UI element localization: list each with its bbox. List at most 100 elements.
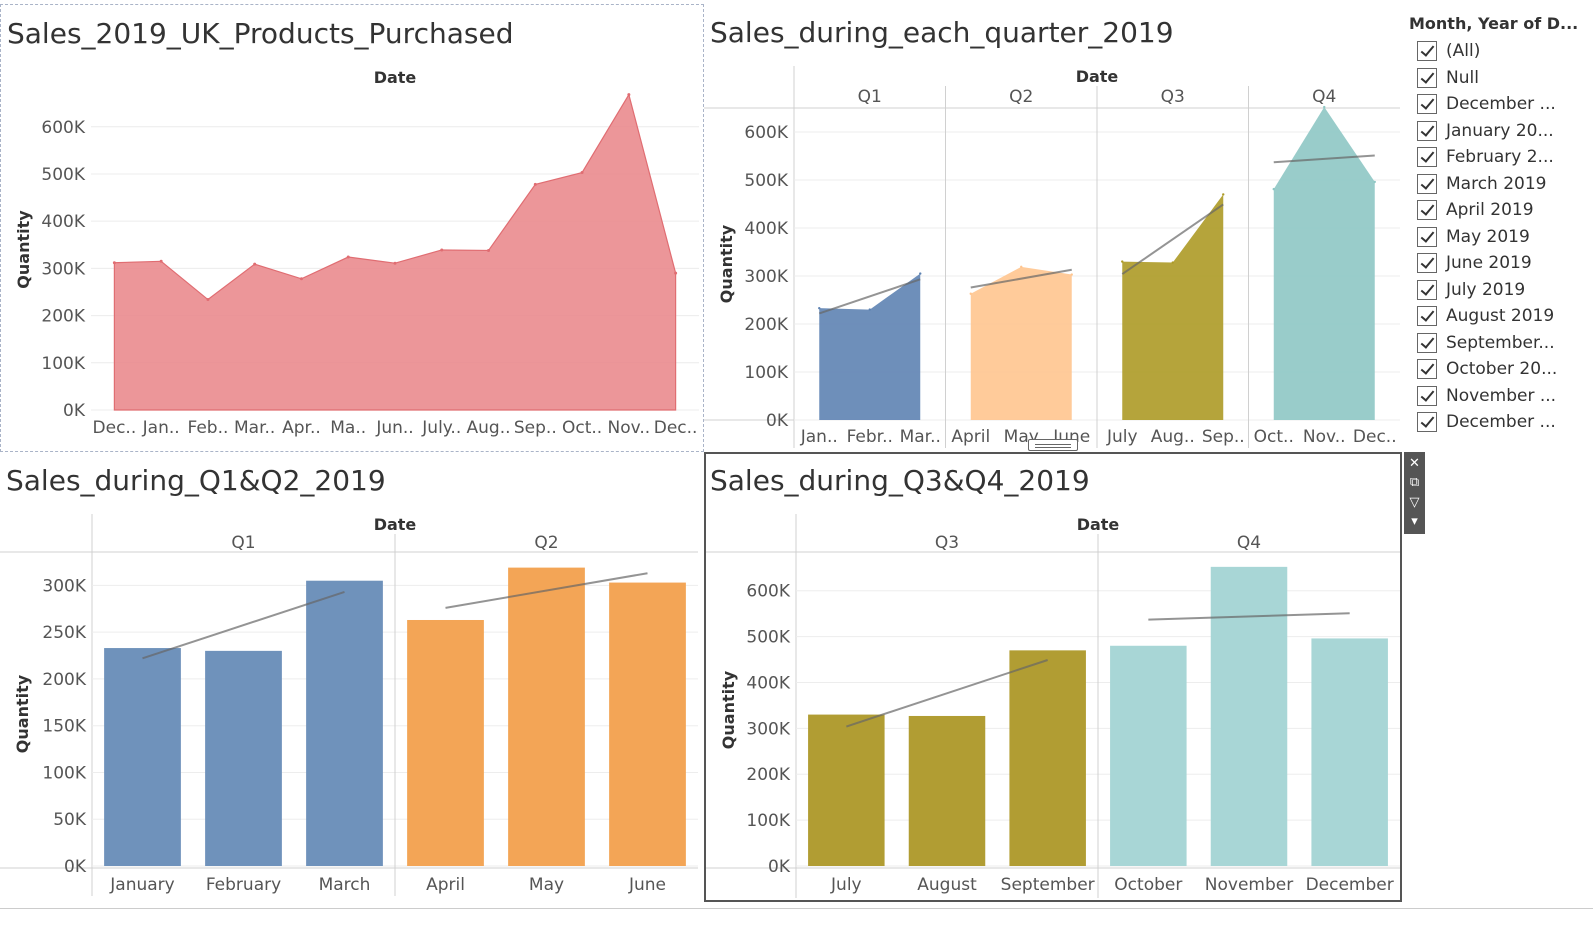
legend-item[interactable]: May 2019 bbox=[1417, 224, 1530, 250]
bar bbox=[808, 714, 885, 866]
legend-item[interactable]: March 2019 bbox=[1417, 171, 1547, 197]
trend-line bbox=[142, 590, 345, 660]
filter-icon[interactable]: ▽ bbox=[1409, 494, 1420, 510]
bar bbox=[104, 648, 181, 866]
legend-item[interactable]: June 2019 bbox=[1417, 250, 1532, 276]
data-point bbox=[533, 182, 537, 186]
checkbox-checked-icon[interactable] bbox=[1417, 226, 1437, 247]
x-tick-label: Jun.. bbox=[375, 418, 413, 438]
panel-title: Sales_2019_UK_Products_Purchased bbox=[7, 17, 514, 50]
bar bbox=[306, 580, 383, 866]
panel-products-purchased[interactable]: Sales_2019_UK_Products_Purchased Date Qua… bbox=[0, 4, 704, 452]
legend-item[interactable]: February 2... bbox=[1417, 144, 1554, 170]
legend-title: Month, Year of D... bbox=[1409, 14, 1579, 33]
area-series bbox=[970, 266, 1072, 420]
popout-icon[interactable]: ⧉ bbox=[1409, 475, 1420, 491]
checkbox-checked-icon[interactable] bbox=[1417, 253, 1437, 273]
checkbox-checked-icon[interactable] bbox=[1417, 385, 1437, 406]
legend-item[interactable]: September... bbox=[1417, 330, 1555, 356]
x-tick-label: February bbox=[206, 875, 281, 895]
checkbox-checked-icon[interactable] bbox=[1417, 41, 1437, 61]
y-tick-label: 200K bbox=[744, 315, 788, 335]
checkbox-checked-icon[interactable] bbox=[1417, 306, 1437, 326]
y-tick-label: 300K bbox=[41, 259, 85, 279]
quarter-header: Q1 bbox=[231, 533, 255, 553]
bar bbox=[205, 650, 282, 866]
area-chart-quarters: Date Quantity 0K 100K 200K 300K 400K 500K 600K Q1… bbox=[704, 66, 1400, 448]
area-series bbox=[113, 93, 677, 411]
x-tick-label: Dec.. bbox=[1353, 427, 1397, 447]
y-tick-label: 100K bbox=[744, 363, 788, 383]
legend-item-label: April 2019 bbox=[1446, 200, 1534, 220]
checkbox-checked-icon[interactable] bbox=[1417, 67, 1437, 88]
close-icon[interactable]: ✕ bbox=[1409, 455, 1420, 471]
quarter-header: Q3 bbox=[935, 533, 959, 553]
x-tick-label: July.. bbox=[421, 418, 461, 438]
panel-each-quarter[interactable]: Sales_during_each_quarter_2019 Date Quant… bbox=[704, 4, 1400, 452]
panel-title: Sales_during_Q3&Q4_2019 bbox=[710, 464, 1090, 497]
checkbox-checked-icon[interactable] bbox=[1417, 359, 1437, 379]
legend-item[interactable]: November ... bbox=[1417, 383, 1556, 409]
x-tick-label: Dec.. bbox=[654, 418, 698, 438]
checkbox-checked-icon[interactable] bbox=[1417, 200, 1437, 220]
panel-toolbar: ✕ ⧉ ▽ ▾ bbox=[1404, 452, 1425, 534]
y-tick-label: 250K bbox=[42, 623, 86, 643]
bar bbox=[1110, 645, 1187, 866]
checkbox-checked-icon[interactable] bbox=[1417, 332, 1437, 353]
legend-item-label: August 2019 bbox=[1446, 306, 1555, 326]
legend-item-label: January 20... bbox=[1446, 120, 1554, 141]
quarter-header: Q3 bbox=[1161, 87, 1185, 107]
x-tick-label: Febr.. bbox=[847, 427, 893, 447]
quarter-header: Q1 bbox=[858, 87, 882, 107]
checkbox-checked-icon[interactable] bbox=[1417, 412, 1437, 432]
trend-line bbox=[1273, 154, 1375, 164]
panel-q1-q2[interactable]: Sales_during_Q1&Q2_2019 Date Quantity 0K 50… bbox=[0, 452, 704, 904]
resize-handle[interactable] bbox=[1028, 439, 1078, 451]
data-point bbox=[674, 271, 678, 275]
y-tick-label: 600K bbox=[746, 582, 790, 602]
data-point bbox=[440, 248, 444, 252]
y-tick-label: 0K bbox=[64, 857, 87, 877]
x-tick-label: August bbox=[917, 875, 977, 895]
x-tick-label: Mar.. bbox=[900, 427, 941, 447]
legend-item[interactable]: August 2019 bbox=[1417, 303, 1554, 329]
legend-item-label: (All) bbox=[1446, 41, 1481, 61]
checkbox-checked-icon[interactable] bbox=[1417, 94, 1437, 114]
panel-q3-q4[interactable]: Sales_during_Q3&Q4_2019 Date Quantity 0K 10… bbox=[704, 452, 1402, 902]
checkbox-checked-icon[interactable] bbox=[1417, 147, 1437, 167]
bar bbox=[609, 582, 686, 866]
y-axis-title: Quantity bbox=[717, 224, 736, 303]
legend-item-label: September... bbox=[1446, 332, 1555, 353]
y-tick-label: 500K bbox=[41, 165, 85, 185]
chevron-down-icon[interactable]: ▾ bbox=[1411, 514, 1418, 530]
legend-item[interactable]: Null bbox=[1417, 65, 1479, 91]
legend-item[interactable]: December ... bbox=[1417, 91, 1556, 117]
legend-item[interactable]: July 2019 bbox=[1417, 277, 1525, 303]
data-point bbox=[253, 262, 257, 266]
legend-item-label: December ... bbox=[1446, 412, 1556, 432]
legend-item[interactable]: December ... bbox=[1417, 409, 1556, 435]
y-tick-label: 0K bbox=[63, 401, 86, 421]
data-point bbox=[159, 259, 163, 263]
bar bbox=[407, 619, 484, 866]
checkbox-checked-icon[interactable] bbox=[1417, 173, 1437, 194]
legend-item-label: February 2... bbox=[1446, 147, 1554, 167]
legend-item-label: June 2019 bbox=[1446, 253, 1532, 273]
x-tick-label: Sep.. bbox=[1202, 427, 1245, 447]
legend-item[interactable]: January 20... bbox=[1417, 118, 1554, 144]
trend-line bbox=[818, 278, 921, 315]
bar bbox=[508, 567, 585, 866]
legend-item[interactable]: October 20... bbox=[1417, 356, 1557, 382]
checkbox-checked-icon[interactable] bbox=[1417, 120, 1437, 141]
x-tick-label: June bbox=[628, 875, 666, 895]
bar bbox=[908, 715, 986, 866]
checkbox-checked-icon[interactable] bbox=[1417, 279, 1437, 300]
legend-item[interactable]: April 2019 bbox=[1417, 197, 1534, 223]
data-point bbox=[868, 308, 871, 311]
legend-item[interactable]: (All) bbox=[1417, 38, 1480, 64]
legend-item-label: May 2019 bbox=[1446, 226, 1530, 247]
x-tick-label: Mar.. bbox=[234, 418, 275, 438]
y-axis-title: Quantity bbox=[13, 674, 32, 753]
x-tick-label: November bbox=[1205, 875, 1293, 895]
x-tick-label: Aug.. bbox=[467, 418, 511, 438]
